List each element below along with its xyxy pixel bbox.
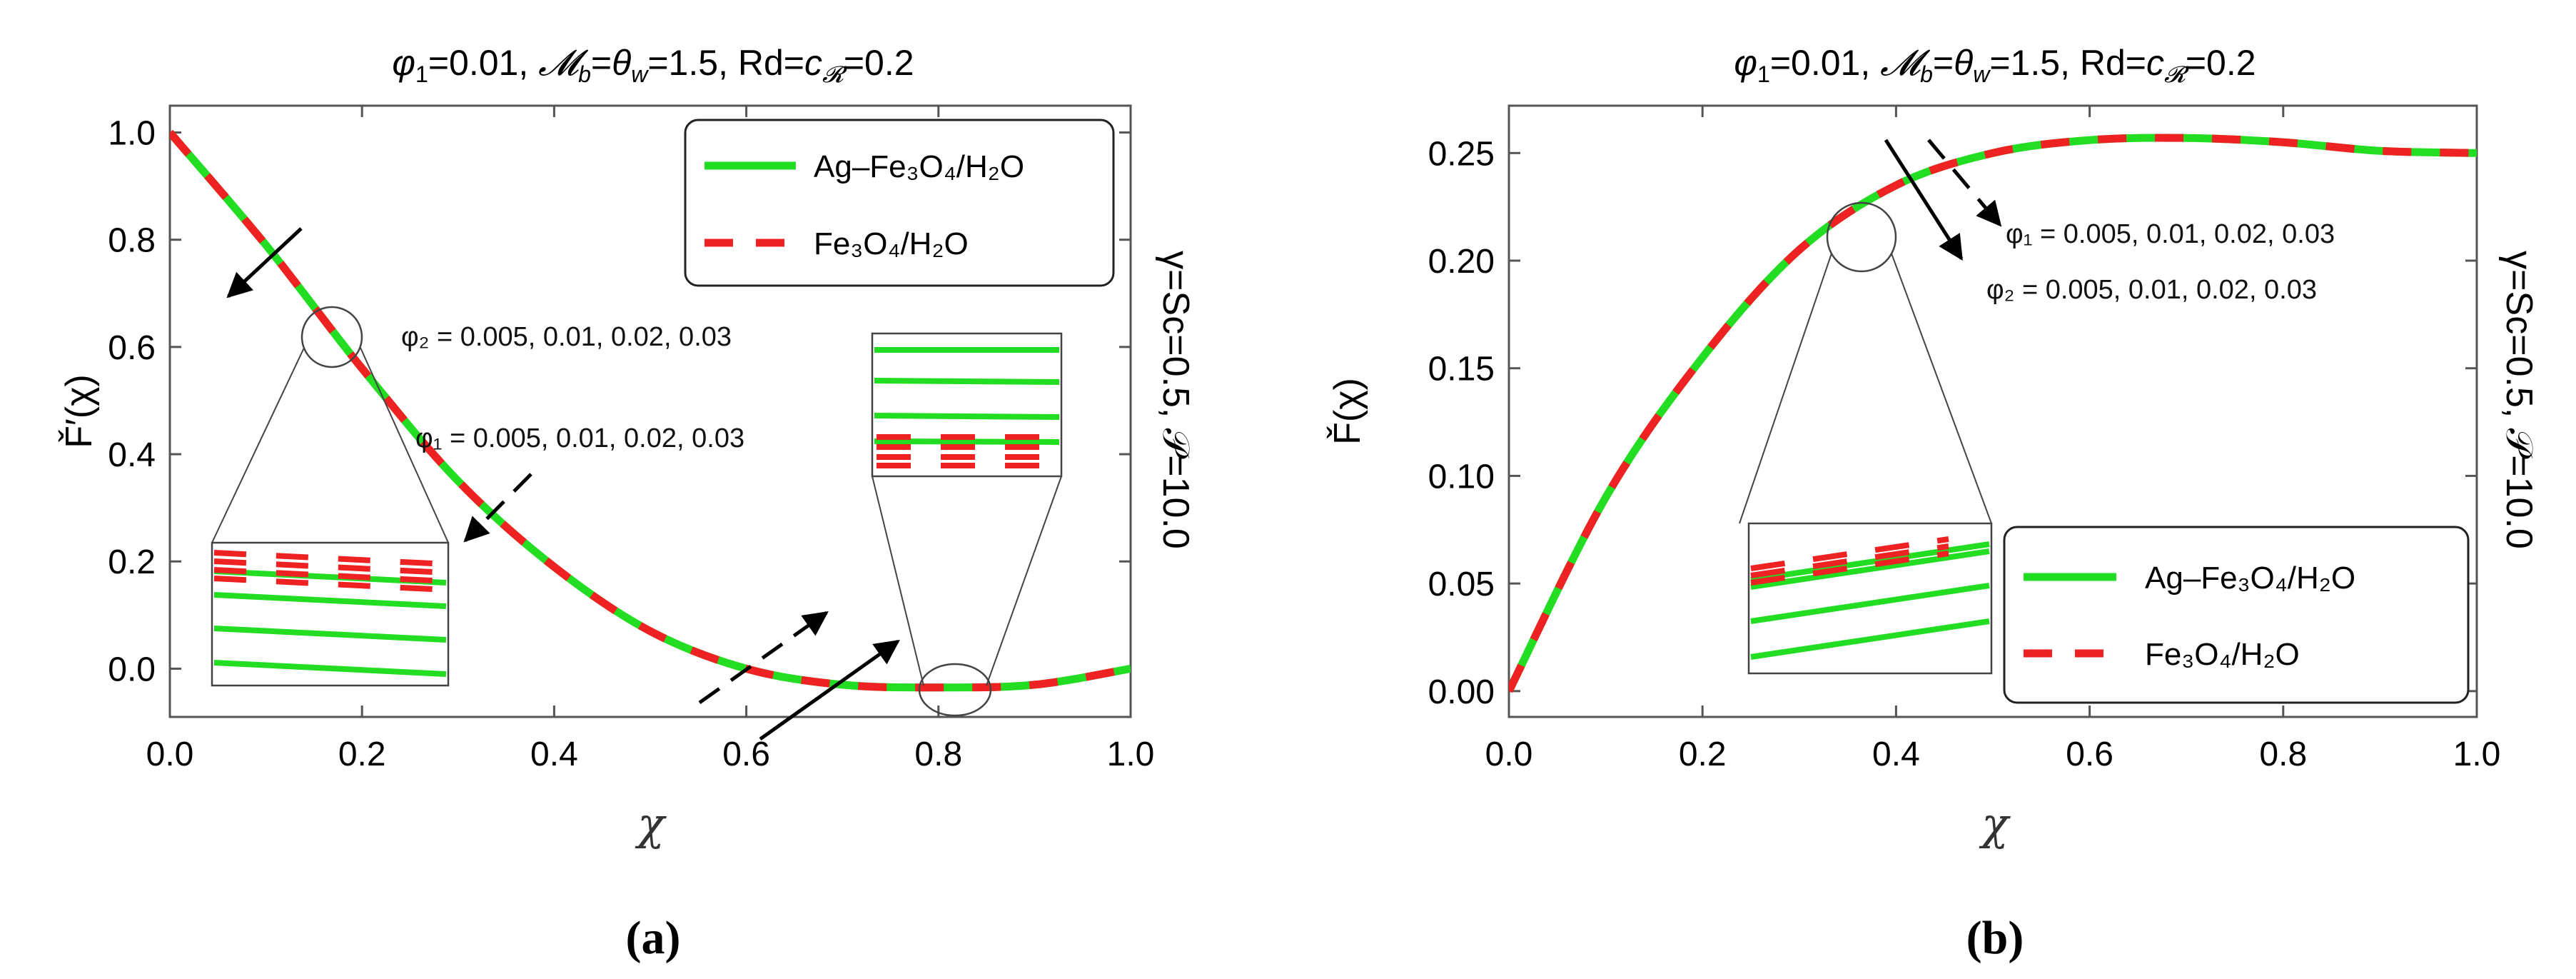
x-tick-label: 0.8 (2259, 735, 2307, 773)
y-tick-label: 0.05 (1428, 566, 1495, 603)
chart-a-zoom-circle-2 (918, 663, 992, 717)
chart-b-side-label: γ=Sc=0.5, 𝒫=10.0 (2498, 251, 2540, 549)
chart-a-zoom-connector (872, 476, 924, 686)
chart-a-arrow (698, 611, 829, 705)
chart-b-annotation-phi2: φ₂ = 0.005, 0.01, 0.02, 0.03 (1986, 275, 2317, 305)
x-tick-label: 0.8 (914, 735, 962, 773)
y-tick-label: 0.25 (1428, 135, 1495, 173)
chart-a-series-ag-fe3o4 (170, 129, 1131, 692)
y-tick-label: 0.6 (108, 329, 156, 367)
chart-a-annotation-phi2: φ₂ = 0.005, 0.01, 0.02, 0.03 (401, 322, 732, 352)
y-tick-label: 0.20 (1428, 243, 1495, 281)
chart-a-ylabel: F̌′(χ) (57, 374, 100, 448)
x-tick-label: 0.2 (338, 735, 386, 773)
chart-a-legend-label-2: Fe₃O₄/H₂O (814, 226, 969, 261)
x-tick-label: 0.0 (1485, 735, 1533, 773)
chart-b-zoom-connector (1891, 253, 1992, 524)
chart-a-legend-label-1: Ag–Fe₃O₄/H₂O (814, 149, 1024, 184)
chart-a-zoom-connector (360, 347, 449, 543)
chart-a-inset-2-lines (874, 347, 1060, 468)
chart-a-inset-2 (871, 332, 1063, 478)
panel-a: φ1=0.01, 𝓜b=θw=1.5, Rd=c𝓡=0.2 0.0 0.2 0.4 0… (57, 43, 1196, 964)
chart-a-ticks (168, 106, 1132, 717)
x-tick-label: 0.4 (530, 735, 578, 773)
chart-a-title: φ1=0.01, 𝓜b=θw=1.5, Rd=c𝓡=0.2 (392, 43, 914, 87)
y-tick-label: 0.00 (1428, 673, 1495, 711)
y-tick-label: 1.0 (108, 115, 156, 153)
y-tick-label: 0.15 (1428, 351, 1495, 388)
chart-a-arrow (759, 639, 900, 741)
chart-b-frame (1507, 104, 2478, 718)
chart-a-inset-1-lines (213, 550, 447, 677)
chart-b-title: φ1=0.01, 𝓜b=θw=1.5, Rd=c𝓡=0.2 (1734, 43, 2256, 87)
x-tick-label: 1.0 (1107, 735, 1155, 773)
chart-a-arrow (226, 227, 303, 298)
chart-b-series-fe3o4 (1509, 134, 2477, 693)
chart-a-xlabel: χ (635, 798, 667, 850)
x-tick-label: 0.0 (146, 735, 194, 773)
x-tick-label: 1.0 (2453, 735, 2501, 773)
chart-b-arrow (1927, 139, 2002, 227)
chart-a-annotation-phi1: φ₁ = 0.005, 0.01, 0.02, 0.03 (415, 423, 744, 453)
panel-label-a: (a) (626, 912, 681, 964)
chart-a-side-label: γ=Sc=0.5, 𝒫=10.0 (1155, 251, 1196, 549)
y-tick-label: 0.10 (1428, 458, 1495, 496)
y-tick-label: 0.8 (108, 222, 156, 260)
chart-b-annotation-phi1: φ₁ = 0.005, 0.01, 0.02, 0.03 (2006, 219, 2335, 249)
chart-a-legend (684, 119, 1115, 287)
panel-b: φ1=0.01, 𝓜b=θw=1.5, Rd=c𝓡=0.2 0.0 0.2 0.4 0… (1325, 43, 2540, 964)
chart-b-zoom-connector (1739, 253, 1832, 524)
chart-a-frame (168, 104, 1132, 718)
y-tick-label: 0.4 (108, 436, 156, 474)
y-tick-label: 0.0 (108, 651, 156, 688)
x-tick-label: 0.6 (722, 735, 770, 773)
chart-a-zoom-connector (211, 347, 305, 543)
chart-b-inset-lines (1750, 536, 1990, 660)
chart-b-tick-labels: 0.0 0.2 0.4 0.6 0.8 1.0 0.00 0.05 0.10 0.15 0.20 0.… (1428, 135, 2501, 773)
chart-b-ylabel: F̌(χ) (1325, 378, 1368, 445)
chart-b-legend (2003, 526, 2470, 704)
chart-b-zoom-circle (1826, 201, 1897, 273)
chart-a-arrow (463, 473, 532, 543)
x-tick-label: 0.4 (1872, 735, 1920, 773)
chart-b-xlabel: χ (1979, 798, 2011, 850)
panel-label-b: (b) (1966, 912, 2024, 964)
chart-a-tick-labels: 0.0 0.2 0.4 0.6 0.8 1.0 0.0 0.2 0.4 0.6 0.8 1.0 (108, 115, 1154, 773)
x-tick-label: 0.6 (2066, 735, 2113, 773)
chart-b-legend-label-2: Fe₃O₄/H₂O (2145, 637, 2300, 672)
chart-a-zoom-connector (986, 476, 1062, 686)
chart-b-legend-label-1: Ag–Fe₃O₄/H₂O (2145, 561, 2355, 596)
chart-b-arrow (1884, 139, 1964, 261)
chart-a-zoom-circle-1 (300, 306, 363, 368)
x-tick-label: 0.2 (1679, 735, 1727, 773)
y-tick-label: 0.2 (108, 543, 156, 581)
